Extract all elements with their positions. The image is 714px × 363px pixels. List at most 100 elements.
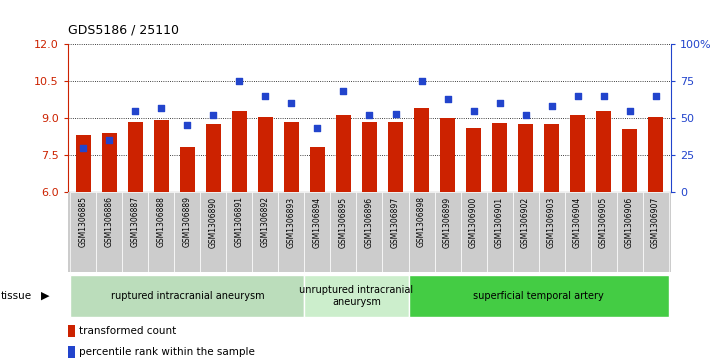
Point [520, 112, 531, 118]
Text: GSM1306892: GSM1306892 [261, 196, 270, 247]
Bar [362, 122, 377, 192]
Text: GSM1306899: GSM1306899 [443, 196, 452, 248]
Bar [513, 192, 538, 272]
Text: transformed count: transformed count [79, 326, 176, 336]
Point [233, 78, 245, 84]
Bar [466, 128, 481, 192]
Text: GSM1306886: GSM1306886 [105, 196, 114, 247]
Point [416, 78, 427, 84]
Bar [538, 192, 565, 272]
Text: GSM1306893: GSM1306893 [287, 196, 296, 248]
Text: ruptured intracranial aneurysm: ruptured intracranial aneurysm [111, 291, 264, 301]
Text: GSM1306901: GSM1306901 [495, 196, 504, 248]
Text: GSM1306906: GSM1306906 [625, 196, 634, 248]
Bar [493, 123, 507, 192]
Text: GSM1306898: GSM1306898 [417, 196, 426, 247]
Bar [102, 133, 116, 192]
Text: GSM1306888: GSM1306888 [157, 196, 166, 247]
Point [598, 93, 609, 99]
Bar [122, 192, 149, 272]
Bar [570, 115, 585, 192]
Bar [232, 110, 246, 192]
Bar [331, 192, 356, 272]
Bar [129, 122, 143, 192]
Text: GSM1306896: GSM1306896 [365, 196, 374, 248]
Bar [486, 192, 513, 272]
Bar [623, 129, 637, 192]
Bar [304, 192, 331, 272]
Text: tissue: tissue [1, 291, 32, 301]
Text: GSM1306887: GSM1306887 [131, 196, 140, 247]
Text: GSM1306897: GSM1306897 [391, 196, 400, 248]
Text: GSM1306905: GSM1306905 [599, 196, 608, 248]
Bar [154, 121, 169, 192]
Bar [356, 192, 383, 272]
Text: GSM1306885: GSM1306885 [79, 196, 88, 247]
Text: GSM1306902: GSM1306902 [521, 196, 530, 248]
Text: GSM1306890: GSM1306890 [209, 196, 218, 248]
Point [650, 93, 661, 99]
Bar [435, 192, 461, 272]
Bar [408, 192, 435, 272]
Text: GSM1306891: GSM1306891 [235, 196, 244, 247]
Bar [544, 124, 558, 192]
Bar [174, 192, 201, 272]
Bar [201, 192, 226, 272]
Text: percentile rank within the sample: percentile rank within the sample [79, 347, 255, 357]
Bar [278, 192, 304, 272]
Point [442, 96, 453, 102]
Text: GDS5186 / 25110: GDS5186 / 25110 [68, 23, 178, 36]
Bar [643, 192, 668, 272]
Bar [149, 192, 174, 272]
Text: GSM1306900: GSM1306900 [469, 196, 478, 248]
Point [208, 112, 219, 118]
Bar [408, 274, 668, 317]
Bar [414, 108, 428, 192]
Point [494, 100, 506, 106]
Text: unruptured intracranial
aneurysm: unruptured intracranial aneurysm [299, 285, 413, 307]
Point [338, 88, 349, 94]
Bar [76, 135, 91, 192]
Bar [226, 192, 253, 272]
Point [545, 103, 557, 109]
Point [182, 123, 193, 129]
Point [624, 108, 635, 114]
Bar [565, 192, 590, 272]
Bar [617, 192, 643, 272]
Bar [461, 192, 486, 272]
Bar [441, 118, 455, 192]
Bar [258, 117, 273, 192]
Bar [181, 147, 195, 192]
Point [468, 108, 479, 114]
Bar [206, 124, 221, 192]
Bar [96, 192, 122, 272]
Point [390, 111, 401, 117]
Point [78, 145, 89, 151]
Bar [284, 122, 298, 192]
Bar [388, 122, 403, 192]
Bar [648, 117, 663, 192]
Text: GSM1306907: GSM1306907 [651, 196, 660, 248]
Point [130, 108, 141, 114]
Bar [383, 192, 408, 272]
Bar [253, 192, 278, 272]
Text: GSM1306894: GSM1306894 [313, 196, 322, 248]
Text: superficial temporal artery: superficial temporal artery [473, 291, 604, 301]
Point [260, 93, 271, 99]
Point [286, 100, 297, 106]
Point [572, 93, 583, 99]
Point [156, 105, 167, 110]
Text: GSM1306895: GSM1306895 [339, 196, 348, 248]
Bar [71, 274, 304, 317]
Point [312, 126, 323, 131]
Bar [518, 124, 533, 192]
Text: GSM1306903: GSM1306903 [547, 196, 556, 248]
Bar [596, 110, 610, 192]
Point [104, 138, 115, 143]
Text: GSM1306889: GSM1306889 [183, 196, 192, 247]
Point [363, 112, 375, 118]
Text: ▶: ▶ [41, 291, 50, 301]
Bar [71, 192, 96, 272]
Bar [311, 147, 325, 192]
Bar [68, 346, 75, 358]
